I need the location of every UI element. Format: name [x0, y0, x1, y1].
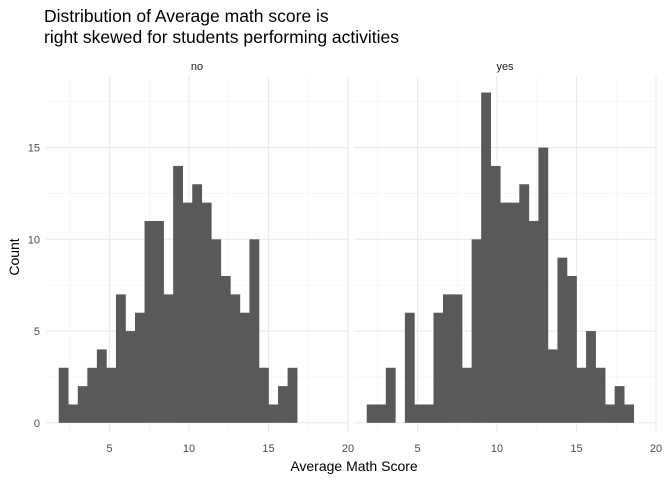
histogram-bar	[58, 367, 69, 423]
x-tick-label: 10	[491, 443, 503, 455]
histogram-bar	[249, 239, 260, 423]
histogram-bar	[566, 276, 577, 423]
histogram-bar	[366, 404, 377, 423]
x-axis: 5 10 15 20 5 10 15 20	[107, 443, 663, 455]
facet-panel-yes: yes	[354, 61, 657, 432]
histogram-bar	[443, 294, 453, 423]
histogram-bar	[376, 404, 387, 423]
histogram-bar	[154, 220, 164, 423]
x-tick-label: 5	[415, 443, 421, 455]
histogram-bar	[605, 404, 615, 423]
histogram-bar	[115, 294, 126, 423]
histogram-bar	[462, 367, 472, 423]
histogram-bar	[547, 349, 558, 423]
histogram-bar	[287, 367, 298, 423]
histogram-bar	[125, 331, 136, 423]
facet-strip-label: no	[191, 61, 203, 73]
histogram-bar	[163, 294, 174, 423]
chart-title-line-1: Distribution of Average math score is	[44, 6, 329, 26]
histogram-bar	[96, 349, 107, 423]
histogram-bar	[528, 220, 539, 423]
histogram-bar	[557, 257, 568, 423]
histogram-bar	[220, 276, 231, 423]
x-tick-label: 5	[107, 443, 113, 455]
x-axis-title: Average Math Score	[290, 458, 418, 474]
histogram-bar	[423, 404, 434, 423]
histogram-bar	[509, 202, 520, 423]
y-tick-label: 5	[34, 326, 40, 338]
y-axis-title: Count	[6, 238, 22, 275]
histogram-bar	[87, 367, 98, 423]
facet-strip-label: yes	[496, 61, 514, 73]
x-tick-label: 15	[570, 443, 582, 455]
histogram-bars	[58, 165, 298, 423]
histogram-bar	[614, 386, 625, 423]
histogram-bar	[278, 386, 288, 423]
y-tick-label: 15	[28, 143, 40, 155]
histogram-bar	[173, 165, 183, 423]
histogram-bar	[144, 220, 155, 423]
histogram-bar	[230, 294, 241, 423]
histogram-bar	[68, 404, 79, 423]
histogram-bar	[595, 367, 606, 423]
x-tick-label: 15	[262, 443, 274, 455]
histogram-bar	[624, 404, 635, 423]
histogram-bar	[385, 367, 396, 423]
histogram-bar	[576, 367, 587, 423]
chart-title: Distribution of Average math score is ri…	[44, 6, 644, 48]
histogram-bar	[586, 331, 596, 423]
histogram-bar	[414, 404, 425, 423]
histogram-bar	[500, 202, 511, 423]
histogram-bar	[77, 386, 88, 423]
histogram-bar	[258, 367, 269, 423]
x-tick-label: 20	[650, 443, 662, 455]
histogram-bar	[481, 92, 491, 423]
x-tick-label: 20	[342, 443, 354, 455]
histogram-bar	[452, 294, 463, 423]
histogram-bar	[471, 239, 482, 423]
chart-title-line-2: right skewed for students performing act…	[44, 27, 400, 47]
y-axis: 0 5 10 15	[28, 143, 40, 430]
histogram-bar	[106, 367, 117, 423]
histogram-bar	[239, 312, 250, 423]
y-tick-label: 0	[34, 418, 40, 430]
y-tick-label: 10	[28, 234, 40, 246]
histogram-bar	[404, 312, 415, 423]
histogram-bars	[366, 92, 635, 423]
histogram-bar	[192, 184, 203, 423]
histogram-bar	[182, 202, 193, 423]
histogram-bar	[433, 312, 444, 423]
histogram-bar	[538, 147, 549, 423]
histogram-bar	[211, 239, 222, 423]
histogram-bar	[490, 165, 501, 423]
x-tick-label: 10	[183, 443, 195, 455]
histogram-bar	[268, 404, 279, 423]
facet-panel-no: no	[46, 61, 349, 432]
histogram-bar	[135, 312, 145, 423]
facet-panels: no yes	[46, 61, 657, 432]
histogram-bar	[201, 202, 212, 423]
histogram-bar	[519, 184, 530, 423]
